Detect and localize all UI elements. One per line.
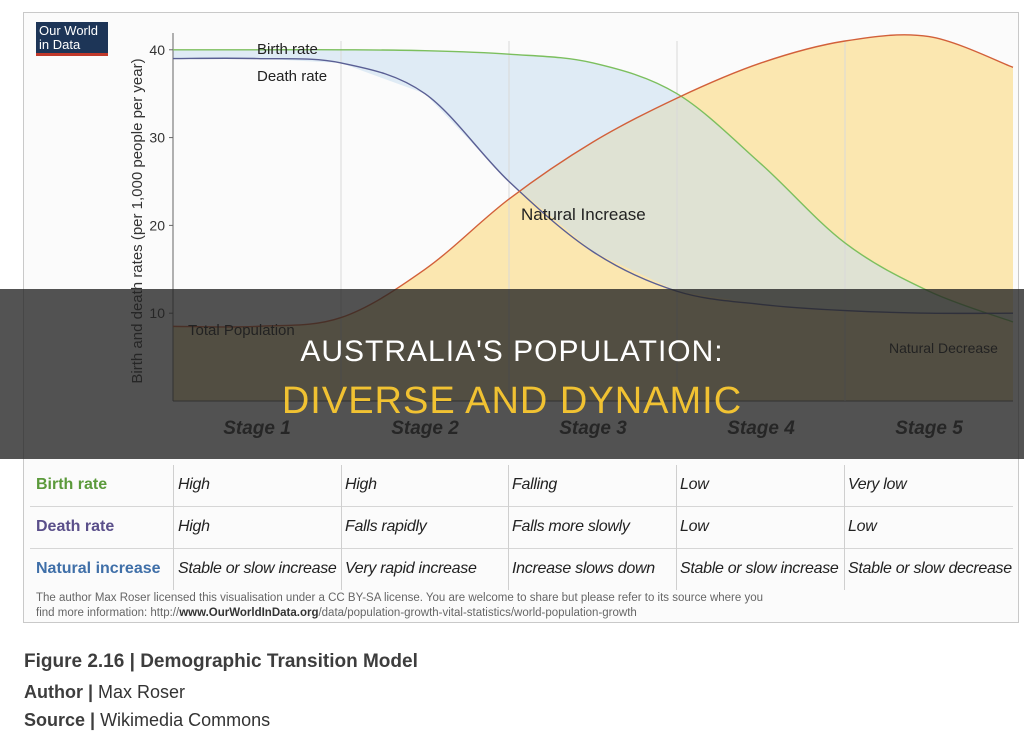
table-divider bbox=[30, 506, 1013, 507]
table-cell: Stable or slow increase bbox=[680, 560, 839, 577]
table-divider bbox=[30, 548, 1013, 549]
figure-title: Demographic Transition Model bbox=[134, 651, 418, 672]
table-cell: High bbox=[178, 518, 210, 535]
table-cell: Low bbox=[680, 476, 709, 493]
author-label: Author | bbox=[24, 682, 94, 702]
license-line-1: The author Max Roser licensed this visua… bbox=[36, 592, 764, 604]
figure-caption: Figure 2.16 | Demographic Transition Mod… bbox=[24, 651, 418, 673]
logo-line-1: Our World bbox=[39, 23, 98, 38]
license-suffix: /data/population-growth-vital-statistics… bbox=[318, 607, 637, 619]
table-cell: Increase slows down bbox=[512, 560, 655, 577]
birth-rate-label: Birth rate bbox=[257, 41, 318, 58]
source-label: Source | bbox=[24, 710, 96, 730]
figure-label: Figure 2.16 | bbox=[24, 651, 135, 672]
series-line bbox=[173, 49, 1014, 323]
table-cell: Very rapid increase bbox=[345, 560, 477, 577]
table-cell: Falls rapidly bbox=[345, 518, 427, 535]
table-cell: Falls more slowly bbox=[512, 518, 630, 535]
table-column-divider bbox=[508, 465, 509, 590]
y-tick-label: 40 bbox=[149, 42, 165, 58]
table-cell: Falling bbox=[512, 476, 558, 493]
table-column-divider bbox=[676, 465, 677, 590]
license-line-2: find more information: http://www.OurWor… bbox=[36, 606, 856, 621]
table-column-divider bbox=[844, 465, 845, 590]
y-tick-label: 20 bbox=[149, 217, 165, 233]
author-name: Max Roser bbox=[93, 682, 186, 702]
death-rate-label: Death rate bbox=[257, 68, 327, 85]
table-row: Death rate High Falls rapidly Falls more sl… bbox=[0, 507, 985, 547]
banner-title: AUSTRALIA'S POPULATION: bbox=[300, 335, 724, 368]
table-cell: High bbox=[178, 476, 210, 493]
row-label: Birth rate bbox=[36, 476, 108, 493]
natural-increase-label: Natural Increase bbox=[521, 205, 646, 224]
table-cell: Very low bbox=[848, 476, 907, 493]
source-line: Source | Wikimedia Commons bbox=[24, 710, 270, 731]
our-world-in-data-logo: Our World in Data bbox=[36, 22, 108, 56]
license-site: www.OurWorldInData.org bbox=[179, 607, 319, 619]
y-tick-label: 30 bbox=[149, 130, 165, 146]
license-prefix: find more information: http:// bbox=[36, 607, 180, 619]
table-cell: Stable or slow increase bbox=[178, 560, 337, 577]
table-cell: Low bbox=[848, 518, 877, 535]
table-row: Natural increase Stable or slow increase V… bbox=[0, 549, 1012, 589]
source-name: Wikimedia Commons bbox=[95, 710, 271, 730]
title-banner bbox=[0, 289, 1024, 459]
banner-subtitle: DIVERSE AND DYNAMIC bbox=[281, 380, 743, 422]
table-cell: Stable or slow decrease bbox=[848, 560, 1012, 577]
row-label: Death rate bbox=[36, 518, 115, 535]
table-row: Birth rate High High Falling Low Very low bbox=[0, 465, 985, 505]
logo-line-2: in Data bbox=[39, 37, 81, 52]
table-column-divider bbox=[341, 465, 342, 590]
table-column-divider bbox=[173, 465, 174, 590]
author-line: Author | Max Roser bbox=[24, 682, 185, 703]
table-cell: High bbox=[345, 476, 377, 493]
table-cell: Low bbox=[680, 518, 709, 535]
row-label: Natural increase bbox=[36, 560, 161, 577]
natural-increase-area bbox=[173, 49, 1013, 322]
license-note: The author Max Roser licensed this visua… bbox=[36, 591, 856, 621]
